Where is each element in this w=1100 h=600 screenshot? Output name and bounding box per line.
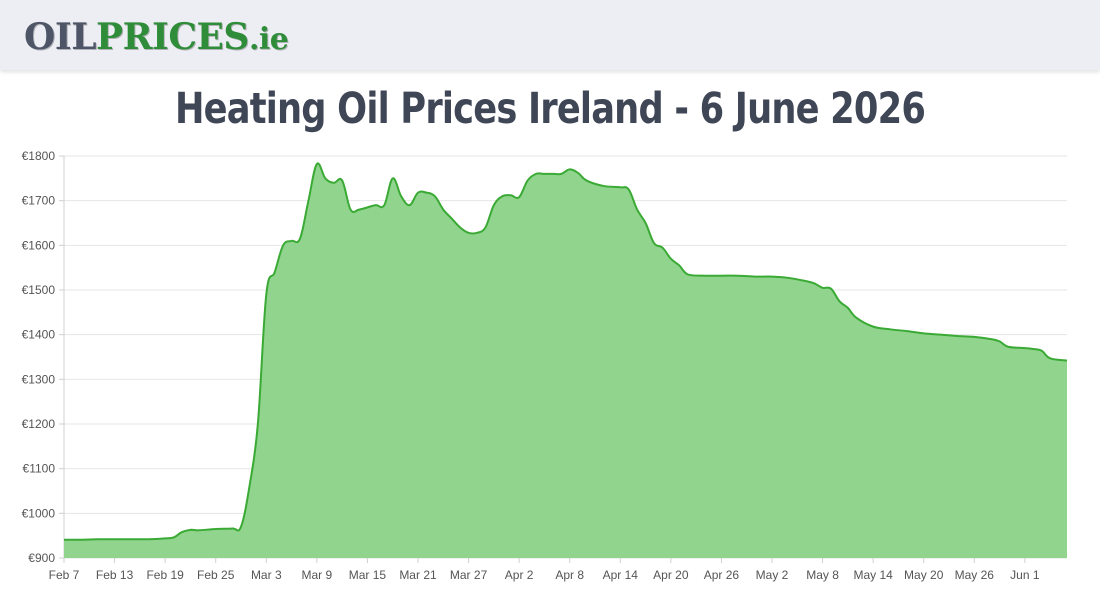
x-tick-label: Mar 3 (251, 568, 282, 582)
x-tick-label: Mar 27 (450, 568, 488, 582)
x-tick-label: Feb 13 (96, 568, 134, 582)
x-tick-label: Mar 9 (302, 568, 333, 582)
y-tick-label: €900 (28, 551, 55, 565)
x-tick-label: May 20 (904, 568, 944, 582)
y-tick-label: €1200 (22, 417, 56, 431)
x-tick-label: Feb 7 (49, 568, 80, 582)
x-tick-label: Mar 21 (399, 568, 437, 582)
y-tick-label: €1600 (22, 238, 56, 252)
y-tick-label: €1800 (22, 149, 56, 163)
x-tick-label: May 8 (806, 568, 839, 582)
y-tick-label: €1100 (23, 462, 56, 476)
x-tick-label: Apr 14 (603, 568, 639, 582)
x-tick-label: Apr 2 (505, 568, 534, 582)
y-tick-label: €1500 (22, 283, 56, 297)
site-header: OILPRICES.ie (0, 0, 1100, 70)
price-area-fill (64, 163, 1067, 558)
x-tick-label: Mar 15 (349, 568, 387, 582)
x-tick-label: May 14 (853, 568, 893, 582)
x-tick-label: Jun 1 (1010, 568, 1040, 582)
y-tick-label: €1400 (22, 328, 56, 342)
y-tick-label: €1300 (22, 372, 56, 386)
x-tick-label: May 2 (756, 568, 789, 582)
x-tick-label: May 26 (955, 568, 995, 582)
y-tick-label: €1000 (22, 506, 56, 520)
logo-text-domain: .ie (248, 22, 289, 57)
logo-text-oil: OIL (24, 16, 97, 58)
axes: €900 €1000 €1100 €1200 €1300 €1400 €1500 €1600 €… (22, 149, 1040, 582)
x-tick-label: Feb 25 (197, 568, 235, 582)
site-logo[interactable]: OILPRICES.ie (24, 14, 289, 63)
x-tick-label: Apr 26 (704, 568, 740, 582)
y-tick-label: €1700 (22, 194, 56, 208)
price-line (63, 162, 1068, 541)
x-tick-label: Apr 8 (555, 568, 584, 582)
logo-text-prices: PRICES (96, 16, 249, 58)
chart-title: Heating Oil Prices Ireland - 6 June 2026 (174, 84, 926, 134)
series-layer (63, 162, 1068, 558)
x-tick-label: Feb 19 (146, 568, 184, 582)
x-tick-label: Apr 20 (653, 568, 689, 582)
